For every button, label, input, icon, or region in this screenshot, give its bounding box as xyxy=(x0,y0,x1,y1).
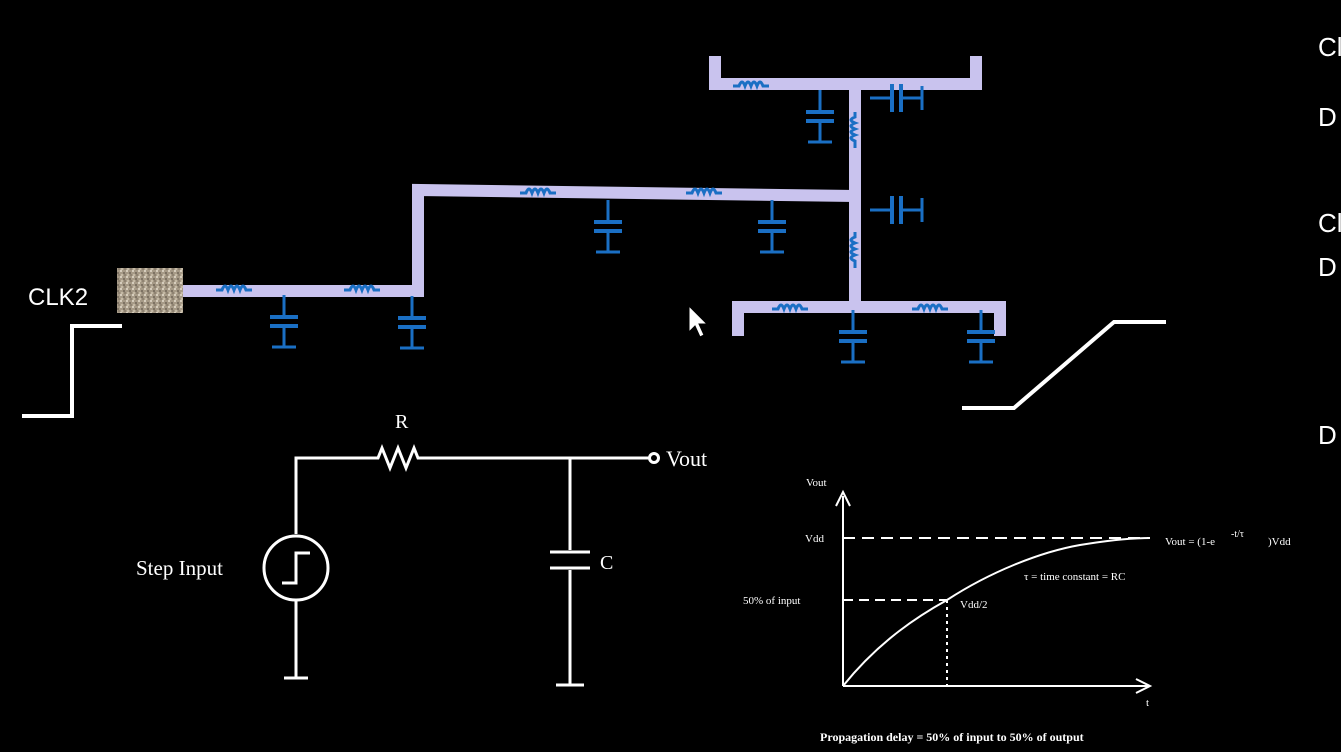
clock-tree-wires xyxy=(183,56,1006,336)
equation-suffix: )Vdd xyxy=(1268,536,1291,548)
right-edge-label: D xyxy=(1318,420,1337,450)
right-edge-label: D xyxy=(1318,102,1337,132)
step-input-label: Step Input xyxy=(136,556,223,580)
graph-labels: Vout t Vdd 50% of input Vdd/2 Vout = (1-… xyxy=(743,477,1291,744)
step-source-symbol xyxy=(282,551,310,585)
equation-prefix: Vout = (1-e xyxy=(1165,536,1215,548)
vdd-label: Vdd xyxy=(805,533,824,545)
tau-label: τ = time constant = RC xyxy=(1024,571,1125,583)
equation-exponent: -t/τ xyxy=(1231,529,1244,540)
right-edge-labels: Cl D Cl D D xyxy=(1318,32,1341,450)
response-graph: Vout t Vdd 50% of input Vdd/2 Vout = (1-… xyxy=(743,477,1291,744)
charging-curve xyxy=(842,537,1151,687)
clock-label: CLK2 xyxy=(28,284,88,311)
resistor-label: R xyxy=(395,411,409,433)
capacitors xyxy=(268,82,997,364)
clock-buffer xyxy=(117,268,183,313)
resistor xyxy=(372,443,425,473)
half-vdd-label: Vdd/2 xyxy=(960,599,988,611)
propagation-delay-caption: Propagation delay = 50% of input to 50% … xyxy=(820,730,1084,744)
output-ramp-waveform xyxy=(962,320,1166,410)
right-edge-label: Cl xyxy=(1318,32,1341,62)
clock-tree: CLK2 xyxy=(22,56,1166,418)
capacitor-label: C xyxy=(600,552,613,574)
half-input-label: 50% of input xyxy=(743,595,800,607)
graph-y-axis-label: Vout xyxy=(806,477,827,489)
right-edge-label: Cl xyxy=(1318,208,1341,238)
mouse-cursor-icon xyxy=(688,304,709,338)
input-step-waveform xyxy=(22,324,122,418)
vout-label: Vout xyxy=(666,446,707,471)
right-edge-label: D xyxy=(1318,252,1337,282)
output-terminal xyxy=(648,452,660,464)
rc-labels: R C Vout Step Input xyxy=(136,411,707,580)
circuit-wire xyxy=(294,456,372,534)
graph-axes xyxy=(835,489,1153,694)
rc-circuit xyxy=(262,443,660,687)
graph-x-axis-label: t xyxy=(1146,697,1149,709)
